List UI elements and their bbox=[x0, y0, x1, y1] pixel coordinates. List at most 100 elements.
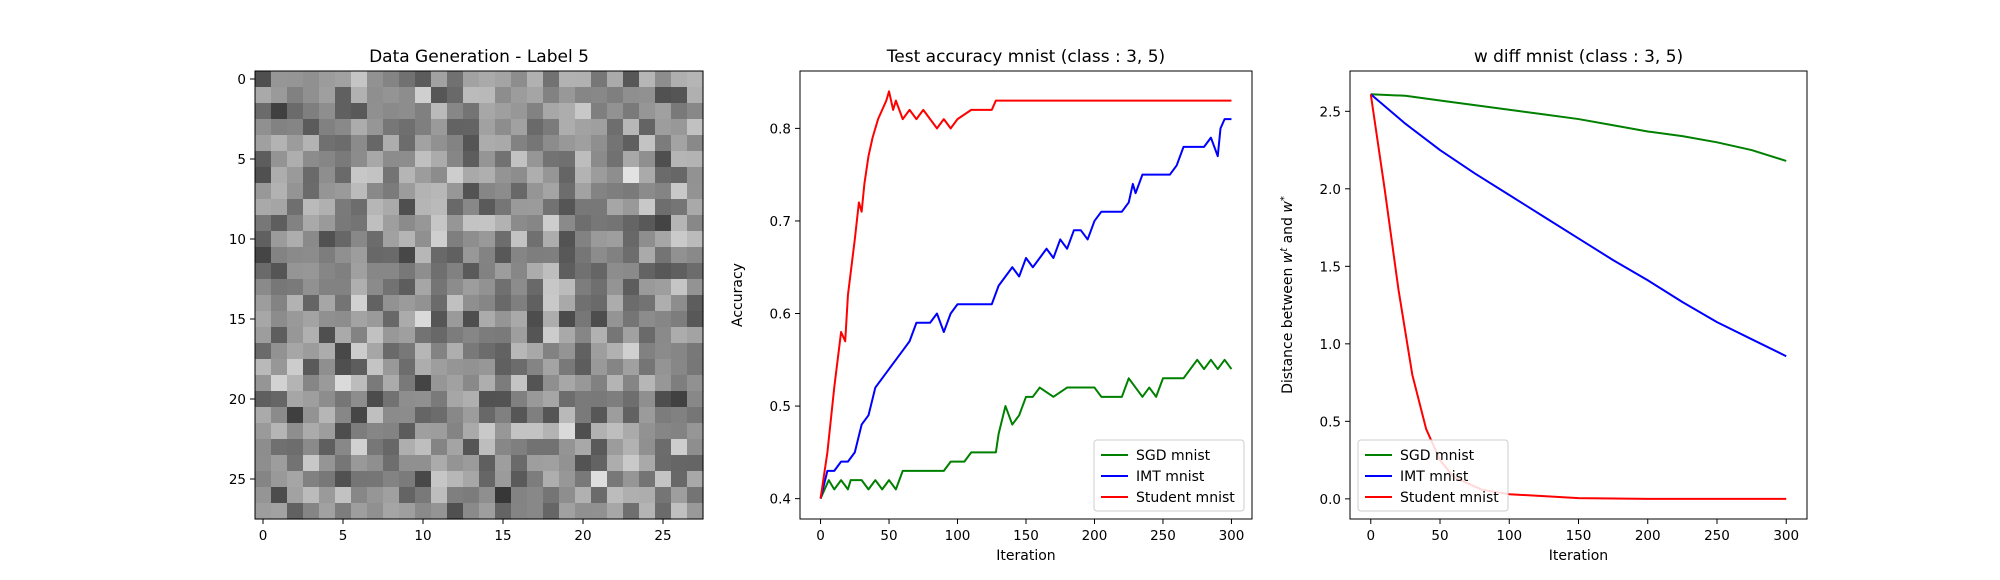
heatmap-cell bbox=[303, 167, 320, 184]
heatmap-cell bbox=[575, 167, 592, 184]
heatmap-cell bbox=[543, 311, 560, 328]
heatmap-cell bbox=[671, 391, 688, 408]
heatmap-cell bbox=[271, 359, 288, 376]
heatmap-cell bbox=[431, 503, 448, 520]
heatmap-cell bbox=[399, 231, 416, 248]
heatmap-cell bbox=[383, 167, 400, 184]
heatmap-cell bbox=[559, 471, 576, 488]
heatmap-cell bbox=[287, 151, 304, 168]
heatmap-cell bbox=[575, 119, 592, 136]
label-text: Distance between bbox=[1280, 263, 1296, 394]
heatmap-cell bbox=[415, 295, 432, 312]
heatmap-cell bbox=[639, 103, 656, 120]
heatmap-cell bbox=[655, 471, 672, 488]
heatmap-cell bbox=[287, 167, 304, 184]
heatmap-cell bbox=[479, 487, 496, 504]
heatmap-cell bbox=[687, 407, 704, 424]
heatmap-cell bbox=[655, 215, 672, 232]
heatmap-cell bbox=[607, 359, 624, 376]
heatmap-cell bbox=[367, 295, 384, 312]
heatmap-cell bbox=[687, 311, 704, 328]
heatmap-cell bbox=[575, 279, 592, 296]
heatmap-cell bbox=[591, 71, 608, 88]
heatmap-cell bbox=[591, 263, 608, 280]
heatmap-cell bbox=[287, 183, 304, 200]
heatmap-cell bbox=[415, 487, 432, 504]
y-tick-label: 5 bbox=[237, 152, 246, 168]
heatmap-cell bbox=[351, 183, 368, 200]
heatmap-cell bbox=[591, 375, 608, 392]
heatmap-cell bbox=[399, 503, 416, 520]
heatmap-cell bbox=[415, 407, 432, 424]
heatmap-cell bbox=[367, 71, 384, 88]
heatmap-cell bbox=[335, 135, 352, 152]
heatmap-cell bbox=[559, 311, 576, 328]
heatmap-cell bbox=[543, 359, 560, 376]
heatmap-cell bbox=[687, 151, 704, 168]
heatmap-cell bbox=[495, 407, 512, 424]
heatmap-cell bbox=[687, 343, 704, 360]
heatmap-cell bbox=[639, 279, 656, 296]
plot-frame bbox=[799, 70, 1253, 520]
heatmap-cell bbox=[303, 407, 320, 424]
heatmap-cell bbox=[479, 119, 496, 136]
heatmap-cell bbox=[415, 423, 432, 440]
heatmap-cell bbox=[383, 295, 400, 312]
heatmap-cell bbox=[607, 311, 624, 328]
heatmap-cell bbox=[415, 87, 432, 104]
heatmap-cell bbox=[479, 135, 496, 152]
heatmap-cell bbox=[559, 247, 576, 264]
heatmap-cell bbox=[559, 263, 576, 280]
heatmap-cell bbox=[367, 423, 384, 440]
heatmap-cell bbox=[399, 215, 416, 232]
heatmap-cell bbox=[287, 407, 304, 424]
heatmap-cell bbox=[303, 503, 320, 520]
heatmap-cell bbox=[287, 375, 304, 392]
heatmap-cell bbox=[495, 295, 512, 312]
x-tick-label: 15 bbox=[494, 528, 511, 544]
heatmap-cell bbox=[351, 167, 368, 184]
heatmap-cell bbox=[335, 455, 352, 472]
heatmap-cell bbox=[607, 471, 624, 488]
heatmap-cell bbox=[351, 439, 368, 456]
heatmap-cell bbox=[431, 279, 448, 296]
heatmap-cell bbox=[303, 487, 320, 504]
heatmap-cell bbox=[639, 295, 656, 312]
heatmap-cell bbox=[623, 231, 640, 248]
heatmap-cell bbox=[607, 375, 624, 392]
heatmap-cell bbox=[351, 135, 368, 152]
heatmap-cell bbox=[319, 71, 336, 88]
heatmap-cell bbox=[271, 343, 288, 360]
heatmap-cell bbox=[655, 199, 672, 216]
heatmap-cell bbox=[623, 343, 640, 360]
heatmap-cell bbox=[447, 103, 464, 120]
heatmap-cell bbox=[479, 103, 496, 120]
heatmap-cell bbox=[575, 231, 592, 248]
heatmap-cell bbox=[415, 311, 432, 328]
heatmap-cell bbox=[511, 487, 528, 504]
heatmap-cell bbox=[623, 215, 640, 232]
heatmap-cell bbox=[511, 135, 528, 152]
heatmap-cell bbox=[559, 87, 576, 104]
heatmap-cell bbox=[607, 183, 624, 200]
heatmap-cell bbox=[607, 295, 624, 312]
heatmap-cell bbox=[511, 327, 528, 344]
heatmap-cell bbox=[319, 423, 336, 440]
heatmap-cell bbox=[495, 327, 512, 344]
heatmap-cell bbox=[303, 391, 320, 408]
heatmap-cell bbox=[639, 407, 656, 424]
heatmap-cell bbox=[479, 311, 496, 328]
heatmap-cell bbox=[527, 375, 544, 392]
heatmap-cell bbox=[319, 439, 336, 456]
heatmap-cell bbox=[559, 167, 576, 184]
heatmap-cell bbox=[431, 487, 448, 504]
heatmap-cell bbox=[399, 103, 416, 120]
heatmap-cell bbox=[639, 391, 656, 408]
heatmap-cell bbox=[367, 407, 384, 424]
x-tick-label: 0 bbox=[1366, 528, 1375, 544]
heatmap-cell bbox=[303, 135, 320, 152]
heatmap-cell bbox=[591, 455, 608, 472]
chart-title: Test accuracy mnist (class : 3, 5) bbox=[886, 47, 1165, 67]
heatmap-cell bbox=[367, 439, 384, 456]
heatmap-cell bbox=[367, 359, 384, 376]
